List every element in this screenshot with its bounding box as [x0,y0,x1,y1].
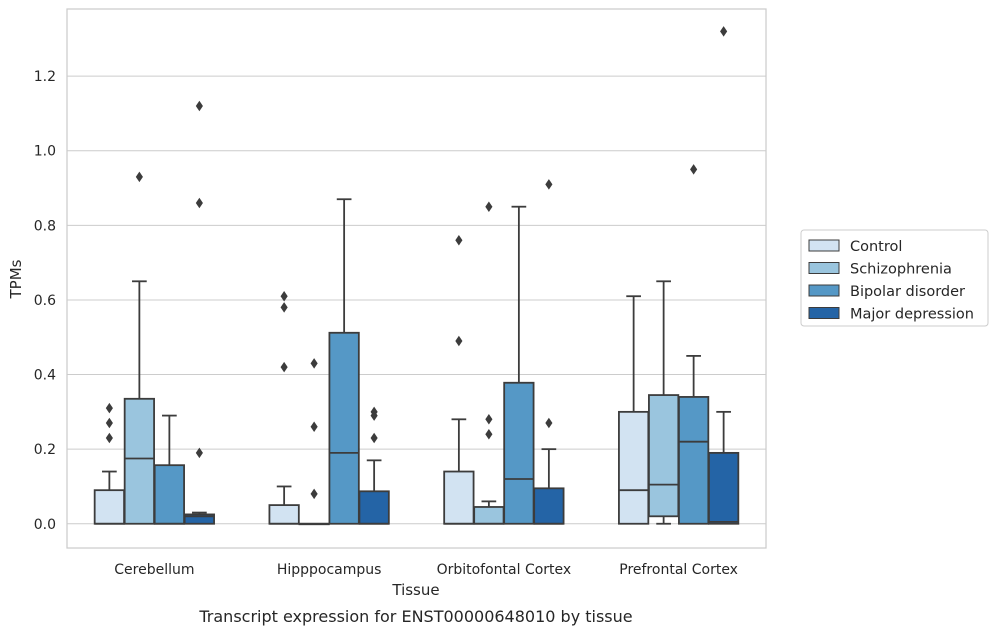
box-body [93,489,125,525]
outlier-point [310,358,318,369]
legend-swatch [808,284,840,297]
outlier-point [195,197,203,209]
outlier-point [545,179,553,190]
x-tick-label: Hipppocampus [277,562,382,578]
box-body [123,397,155,525]
x-axis-label: Tissue [391,581,439,599]
box-2-1 [328,198,360,525]
box-3-1 [358,406,390,525]
x-axis-ticks: Cerebellum Hipppocampus Orbitofontal Corte… [114,562,738,578]
outlier-point [455,335,463,347]
box-2-3 [678,164,710,525]
box-0-2 [443,235,475,525]
box-1-0 [123,171,155,525]
box-3-3 [708,26,740,525]
box-body [358,490,390,525]
box-1-1 [298,358,330,526]
box-body [678,396,710,525]
box-body [648,394,680,518]
legend-frame [800,229,989,327]
legend-label: Bipolar disorder [850,284,965,300]
box-2-0 [153,414,185,525]
outlier-point [370,432,378,444]
grid-lines [67,75,766,525]
x-tick-label: Prefrontal Cortex [619,562,738,578]
outlier-point [370,406,378,418]
box-body [183,513,215,525]
outlier-point [310,421,318,433]
box-body [708,451,740,525]
outlier-point [135,171,143,183]
box-body [328,331,360,525]
outlier-point [690,164,698,175]
outlier-point [485,414,493,425]
box-3-0 [183,100,215,525]
box-0-1 [268,290,300,525]
plot-frame [66,8,767,549]
outlier-point [195,447,203,459]
box-body [618,410,650,525]
x-tick-label: Cerebellum [114,562,194,578]
outlier-point [545,417,553,429]
box-3-2 [533,179,565,525]
legend-swatch [808,239,840,252]
plot-area [93,26,740,526]
outlier-point [105,432,113,444]
legend-label: Control [850,239,902,255]
outlier-point [105,402,113,414]
outlier-point [310,488,318,500]
y-tick-label: 0.0 [34,517,56,533]
box-body [473,506,505,525]
outlier-point [280,361,288,373]
outlier-point [195,100,203,112]
y-axis-label: TPMs [7,259,25,299]
y-tick-label: 1.0 [34,144,56,160]
box-0-0 [93,402,125,525]
outlier-point [485,201,493,212]
y-tick-label: 0.6 [34,293,56,309]
legend-swatch [808,307,840,319]
y-tick-label: 0.4 [34,368,56,384]
outlier-point [455,235,463,246]
y-tick-label: 0.8 [34,218,56,234]
chart-caption: Transcript expression for ENST0000064801… [198,607,632,626]
outlier-point [280,290,288,302]
legend-label: Major depression [850,307,974,323]
box-1-3 [648,280,680,525]
y-axis-ticks: 0.0 0.2 0.4 0.6 0.8 1.0 1.2 [34,69,56,533]
legend-swatch [808,262,840,274]
box-body [533,487,565,525]
box-body [503,381,535,525]
box-0-3 [618,295,650,525]
outlier-point [105,417,113,429]
box-1-2 [473,201,505,525]
outlier-point [720,26,728,37]
y-tick-label: 0.2 [34,442,56,458]
outlier-point [280,302,288,313]
box-body [443,470,475,525]
legend: Control Schizophrenia Bipolar disorder Majo… [800,229,989,327]
y-tick-label: 1.2 [34,69,56,85]
outlier-point [485,428,493,440]
box-body [153,464,185,525]
x-tick-label: Orbitofontal Cortex [437,562,572,578]
box-2-2 [503,205,535,525]
box-body [268,504,300,525]
legend-label: Schizophrenia [850,262,952,278]
